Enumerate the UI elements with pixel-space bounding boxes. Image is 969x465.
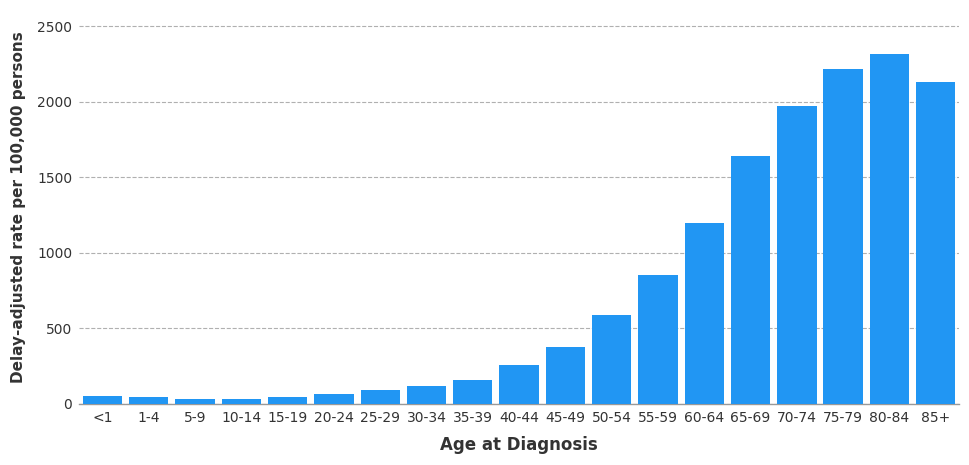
Bar [175,399,214,404]
Bar [869,54,908,404]
Bar [314,394,354,404]
Bar [406,385,446,404]
Bar [684,223,723,404]
Bar [823,69,862,404]
Bar [129,397,169,404]
Bar [499,365,538,404]
Bar [546,347,584,404]
Bar [82,396,122,404]
Bar [360,390,399,404]
Bar [776,106,816,404]
Bar [267,397,307,404]
Bar [222,399,261,404]
Bar [915,82,954,404]
Bar [453,379,492,404]
Bar [730,156,769,404]
Bar [591,315,631,404]
Y-axis label: Delay-adjusted rate per 100,000 persons: Delay-adjusted rate per 100,000 persons [11,32,26,383]
Bar [638,275,677,404]
X-axis label: Age at Diagnosis: Age at Diagnosis [440,436,597,454]
